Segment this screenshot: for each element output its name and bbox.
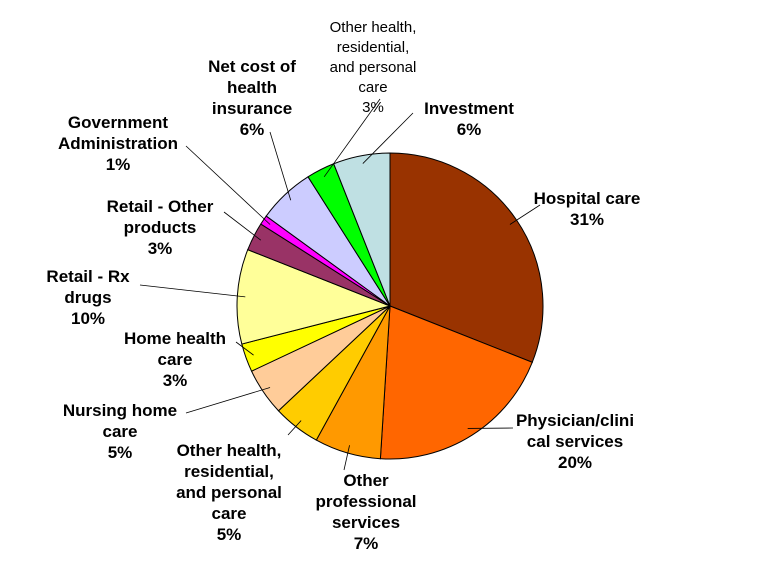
pie-slices — [236, 152, 544, 460]
leader-line — [139, 284, 246, 298]
slice-percent-label: 5% — [108, 443, 133, 462]
slice-label: Retail - Rx drugs 10% — [46, 267, 130, 328]
slice-name-label: Administration — [58, 134, 178, 153]
slice-name-label: Hospital care — [534, 189, 641, 208]
slice-name-label: and personal — [330, 59, 417, 76]
slice-name-label: Retail - Rx — [46, 267, 130, 286]
slice-percent-label: 3% — [163, 371, 188, 390]
leader-line — [509, 204, 541, 225]
slice-percent-label: 6% — [457, 120, 482, 139]
slice-name-label: residential, — [184, 462, 274, 481]
slice-label: Net cost of health insurance 6% — [208, 57, 296, 139]
leader-line — [185, 145, 271, 225]
slice-labels: Hospital care 31% Physician/clini cal servi… — [46, 19, 640, 553]
slice-label: Physician/clini cal services 20% — [516, 411, 634, 472]
slice-name-label: Nursing home — [63, 401, 177, 420]
leader-line — [185, 387, 271, 414]
leader-line — [362, 112, 414, 164]
slice-percent-label: 6% — [240, 120, 265, 139]
leader-line — [235, 341, 254, 356]
slice-label: Other health, residential, and personal car… — [330, 19, 417, 116]
slice-name-label: Retail - Other — [107, 197, 214, 216]
slice-name-label: Government — [68, 113, 168, 132]
slice-label: Hospital care 31% — [534, 189, 641, 229]
slice-name-label: Net cost of — [208, 57, 296, 76]
slice-percent-label: 3% — [148, 239, 173, 258]
slice-label: Home health care 3% — [124, 329, 226, 390]
slice-percent-label: 20% — [558, 453, 592, 472]
slice-name-label: cal services — [527, 432, 623, 451]
slice-name-label: Physician/clini — [516, 411, 634, 430]
slice-name-label: services — [332, 513, 400, 532]
leader-line — [223, 211, 262, 241]
slice-name-label: Other health, — [177, 441, 282, 460]
slice-name-label: Other — [343, 471, 389, 490]
slice-percent-label: 31% — [570, 210, 604, 229]
slice-percent-label: 10% — [71, 309, 105, 328]
slice-label: Government Administration 1% — [58, 113, 178, 174]
slice-name-label: care — [358, 79, 387, 96]
slice-label: Nursing home care 5% — [63, 401, 177, 462]
slice-label: Investment 6% — [424, 99, 514, 139]
slice-percent-label: 5% — [217, 525, 242, 544]
slice-name-label: and personal — [176, 483, 282, 502]
leader-line — [269, 131, 292, 201]
slice-label: Other professional services 7% — [315, 471, 416, 553]
pie-slice — [379, 305, 533, 460]
slice-name-label: drugs — [64, 288, 111, 307]
slice-name-label: Investment — [424, 99, 514, 118]
slice-name-label: care — [158, 350, 193, 369]
slice-name-label: insurance — [212, 99, 292, 118]
leader-line — [287, 420, 302, 436]
slice-percent-label: 3% — [362, 99, 384, 116]
leader-line — [323, 98, 381, 178]
slice-percent-label: 1% — [106, 155, 131, 174]
leader-lines — [139, 98, 541, 471]
slice-name-label: residential, — [337, 39, 410, 56]
slice-percent-label: 7% — [354, 534, 379, 553]
leader-line — [343, 445, 350, 471]
slice-label: Other health, residential, and personal car… — [176, 441, 282, 544]
slice-name-label: care — [212, 504, 247, 523]
slice-name-label: professional — [315, 492, 416, 511]
slice-name-label: products — [124, 218, 197, 237]
slice-label: Retail - Other products 3% — [107, 197, 214, 258]
slice-name-label: care — [103, 422, 138, 441]
slice-name-label: health — [227, 78, 277, 97]
slice-name-label: Other health, — [330, 19, 417, 36]
slice-name-label: Home health — [124, 329, 226, 348]
